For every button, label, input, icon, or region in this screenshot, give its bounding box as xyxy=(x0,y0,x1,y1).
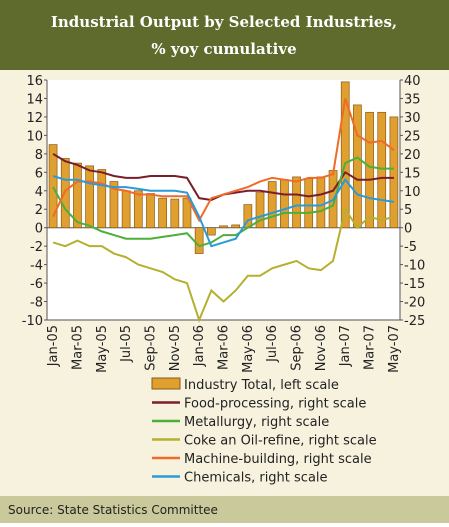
y2-tick-label: -10 xyxy=(404,259,425,274)
y-tick-label: 0 xyxy=(35,222,43,237)
bar xyxy=(340,81,350,229)
y2-tick-label: 20 xyxy=(404,148,421,163)
x-tick-label: Nov-05 xyxy=(168,325,183,371)
y2-tick-label: 15 xyxy=(404,166,421,181)
y-tick-label: 2 xyxy=(35,203,43,218)
x-tick-label: Sep-05 xyxy=(143,325,158,371)
x-tick-label: Jan-05 xyxy=(46,325,61,367)
legend-label: Coke an Oil-refine, right scale xyxy=(184,434,377,449)
bar xyxy=(365,111,374,229)
bar xyxy=(219,225,228,229)
bar xyxy=(304,178,314,229)
line xyxy=(52,175,395,248)
legend-label: Food-processing, right scale xyxy=(184,397,366,412)
y2-tick-label: -5 xyxy=(404,240,417,255)
bar xyxy=(353,104,362,229)
x-tick-label: Mar-06 xyxy=(217,325,232,370)
legend-label: Metallurgy, right scale xyxy=(184,415,329,430)
y-tick-label: -8 xyxy=(30,296,43,311)
x-tick-label: May-06 xyxy=(241,325,256,373)
y-tick-label: 12 xyxy=(26,111,43,126)
bar xyxy=(206,227,216,236)
bar xyxy=(85,165,94,229)
x-tick-label: Nov-06 xyxy=(314,325,329,371)
y-tick-label: 16 xyxy=(26,74,43,89)
y-tick-label: 6 xyxy=(35,166,43,181)
bar xyxy=(292,176,301,229)
y2-tick-label: 10 xyxy=(404,185,421,200)
x-tick-label: Jan-07 xyxy=(338,325,353,367)
x-tick-label: Mar-05 xyxy=(70,325,85,370)
y-tick-label: -10 xyxy=(22,314,43,329)
bar xyxy=(121,190,131,229)
y2-tick-label: 30 xyxy=(404,111,421,126)
y2-tick-label: -25 xyxy=(404,314,425,329)
y-tick-label: -2 xyxy=(30,240,43,255)
bar xyxy=(48,144,58,229)
line xyxy=(52,206,395,323)
source-bar xyxy=(0,496,449,523)
legend-label: Chemicals, right scale xyxy=(184,471,328,486)
x-tick-label: May-07 xyxy=(387,325,402,373)
x-tick-label: Jul-05 xyxy=(119,325,134,363)
y2-tick-label: 40 xyxy=(404,74,421,89)
bar xyxy=(73,162,82,229)
bar xyxy=(389,116,399,229)
bar xyxy=(158,197,167,229)
x-tick-label: Jul-06 xyxy=(265,325,280,363)
y2-tick-label: -15 xyxy=(404,277,425,292)
x-tick-label: Sep-06 xyxy=(290,325,305,371)
legend-label: Industry Total, left scale xyxy=(184,378,339,393)
source: Source: State Statistics Committee xyxy=(8,503,218,517)
y-tick-label: 14 xyxy=(26,92,43,107)
y-tick-label: 10 xyxy=(26,129,43,144)
x-tick-label: Mar-07 xyxy=(363,325,378,370)
y-tick-label: 8 xyxy=(35,148,43,163)
bar xyxy=(267,181,277,229)
chart-title: Industrial Output by Selected Industries… xyxy=(51,13,397,31)
y2-tick-label: -20 xyxy=(404,296,425,311)
bar xyxy=(146,193,155,229)
bar xyxy=(194,227,204,254)
legend-swatch xyxy=(151,377,181,390)
bar xyxy=(280,179,289,229)
bar xyxy=(255,192,265,229)
y-tick-label: -4 xyxy=(30,259,43,274)
title-banner xyxy=(0,0,449,70)
y2-tick-label: 0 xyxy=(404,222,412,237)
bar xyxy=(231,224,241,229)
x-tick-label: May-05 xyxy=(95,325,110,373)
bar xyxy=(133,190,143,229)
y2-tick-label: 5 xyxy=(404,203,412,218)
bar xyxy=(97,169,107,229)
bar xyxy=(316,176,326,229)
chart-subtitle: % yoy cumulative xyxy=(151,40,296,58)
bar xyxy=(109,181,119,229)
y2-tick-label: 35 xyxy=(404,92,421,107)
legend-label: Machine-building, right scale xyxy=(184,452,372,467)
bar xyxy=(377,111,387,229)
y2-tick-label: 25 xyxy=(404,129,421,144)
bar xyxy=(170,198,180,229)
x-tick-label: Jan-06 xyxy=(192,325,207,367)
y-tick-label: 4 xyxy=(35,185,43,200)
y-tick-label: -6 xyxy=(30,277,43,292)
